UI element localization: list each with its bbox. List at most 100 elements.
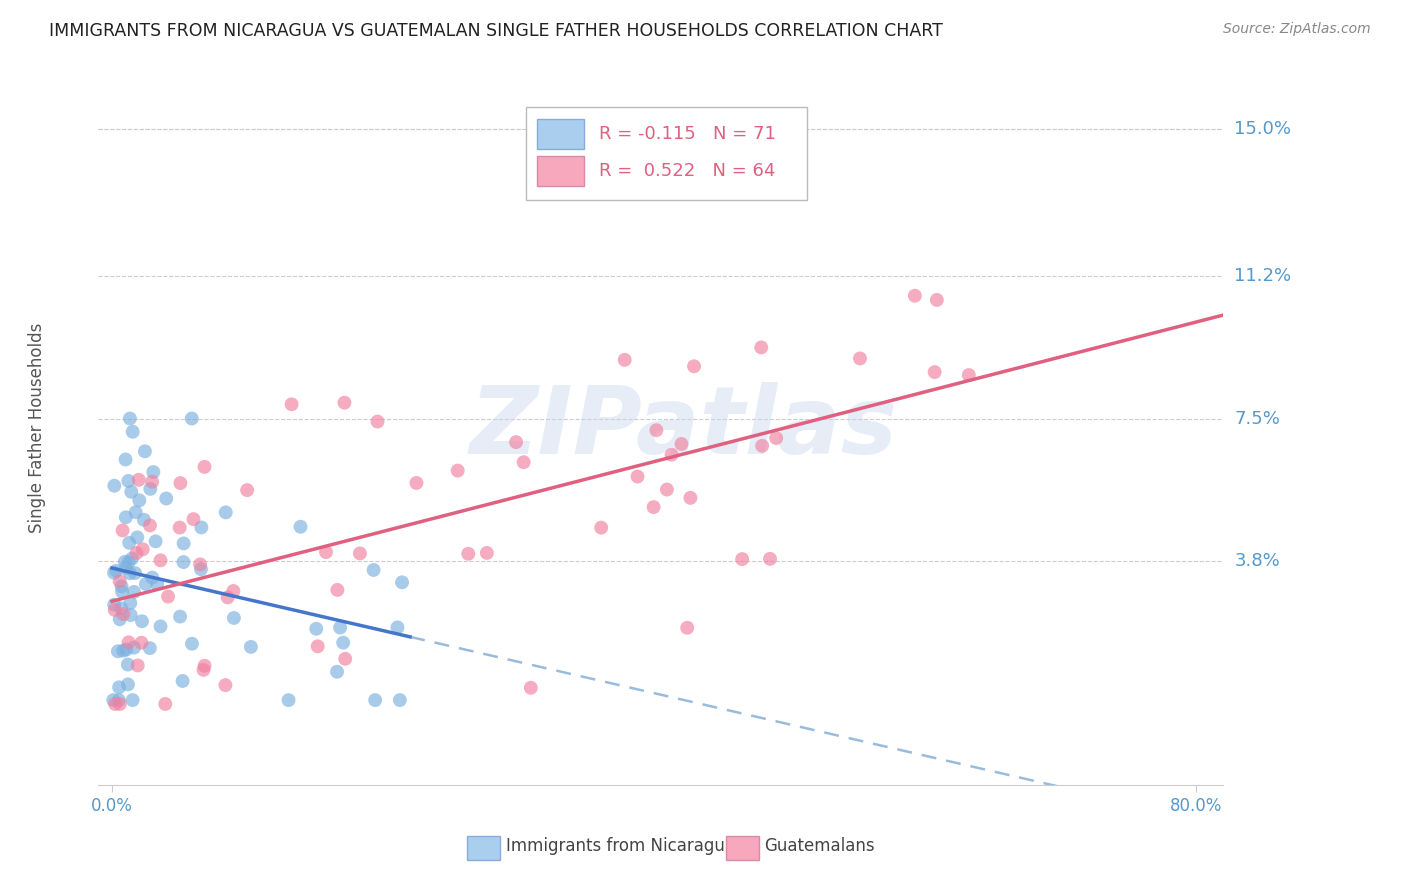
Point — [290, 520, 312, 534]
Point — [333, 395, 356, 409]
Point — [139, 641, 162, 656]
Point — [155, 697, 177, 711]
Point — [122, 640, 145, 655]
Point — [326, 582, 349, 597]
Point — [655, 483, 678, 497]
Point — [124, 505, 146, 519]
Point — [117, 474, 139, 488]
Point — [305, 622, 328, 636]
Text: Guatemalans: Guatemalans — [765, 837, 875, 855]
Point — [280, 397, 302, 411]
Point — [643, 500, 665, 514]
Point — [236, 483, 259, 497]
Point — [121, 425, 143, 439]
Point — [217, 591, 239, 605]
Point — [111, 584, 134, 599]
Text: ZIPatlas: ZIPatlas — [470, 382, 897, 475]
Point — [117, 677, 139, 691]
Point — [128, 493, 150, 508]
Point — [661, 448, 683, 462]
Point — [146, 577, 169, 591]
Point — [149, 553, 172, 567]
Point — [676, 621, 699, 635]
Point — [118, 411, 141, 425]
Point — [117, 657, 139, 672]
Point — [683, 359, 706, 374]
Point — [215, 505, 238, 519]
Point — [904, 289, 927, 303]
Point — [103, 566, 125, 580]
Point — [190, 562, 212, 576]
Point — [114, 452, 136, 467]
Point — [367, 415, 389, 429]
Point — [239, 640, 262, 654]
Point — [475, 546, 498, 560]
Point — [388, 693, 411, 707]
Point — [120, 484, 142, 499]
FancyBboxPatch shape — [537, 156, 585, 186]
Point — [127, 658, 149, 673]
Point — [193, 459, 215, 474]
Point — [141, 570, 163, 584]
Point — [103, 479, 125, 493]
Point — [169, 476, 191, 491]
Point — [190, 520, 212, 534]
Point — [364, 693, 387, 707]
Point — [104, 603, 127, 617]
Point — [591, 521, 613, 535]
Point — [112, 607, 135, 622]
Point — [387, 620, 409, 634]
Point — [114, 555, 136, 569]
Point — [155, 491, 177, 506]
Point — [326, 665, 349, 679]
Point — [118, 536, 141, 550]
Point — [107, 693, 129, 707]
Point — [731, 552, 754, 566]
Point — [180, 411, 202, 425]
Point — [132, 542, 155, 557]
Point — [671, 437, 693, 451]
Point — [105, 564, 128, 578]
Point — [645, 423, 668, 437]
Point — [124, 566, 146, 580]
Text: Source: ZipAtlas.com: Source: ZipAtlas.com — [1223, 22, 1371, 37]
Point — [115, 510, 138, 524]
Text: Single Father Households: Single Father Households — [28, 323, 45, 533]
Point — [512, 455, 534, 469]
Point — [115, 642, 138, 657]
Point — [112, 643, 135, 657]
Text: 15.0%: 15.0% — [1234, 120, 1291, 138]
Point — [107, 644, 129, 658]
FancyBboxPatch shape — [467, 836, 501, 860]
Point — [349, 546, 371, 560]
Text: Immigrants from Nicaragua: Immigrants from Nicaragua — [506, 837, 734, 855]
Point — [193, 663, 215, 677]
Point — [957, 368, 980, 382]
Point — [363, 563, 385, 577]
Point — [188, 558, 211, 572]
Point — [169, 609, 191, 624]
Text: R =  0.522   N = 64: R = 0.522 N = 64 — [599, 162, 775, 180]
Point — [157, 590, 180, 604]
Point — [214, 678, 236, 692]
Point — [120, 608, 142, 623]
Point — [447, 464, 470, 478]
Point — [149, 619, 172, 633]
Point — [131, 614, 153, 628]
Point — [749, 340, 772, 354]
Point — [183, 512, 205, 526]
Point — [128, 473, 150, 487]
Point — [110, 579, 132, 593]
Point — [172, 673, 194, 688]
Point — [849, 351, 872, 366]
Point — [925, 293, 948, 307]
Point — [111, 524, 134, 538]
Point — [181, 637, 204, 651]
Point — [103, 693, 125, 707]
FancyBboxPatch shape — [537, 120, 585, 149]
Point — [108, 697, 131, 711]
Point — [117, 555, 139, 569]
Point — [505, 435, 527, 450]
Point — [132, 513, 155, 527]
Point — [335, 652, 357, 666]
